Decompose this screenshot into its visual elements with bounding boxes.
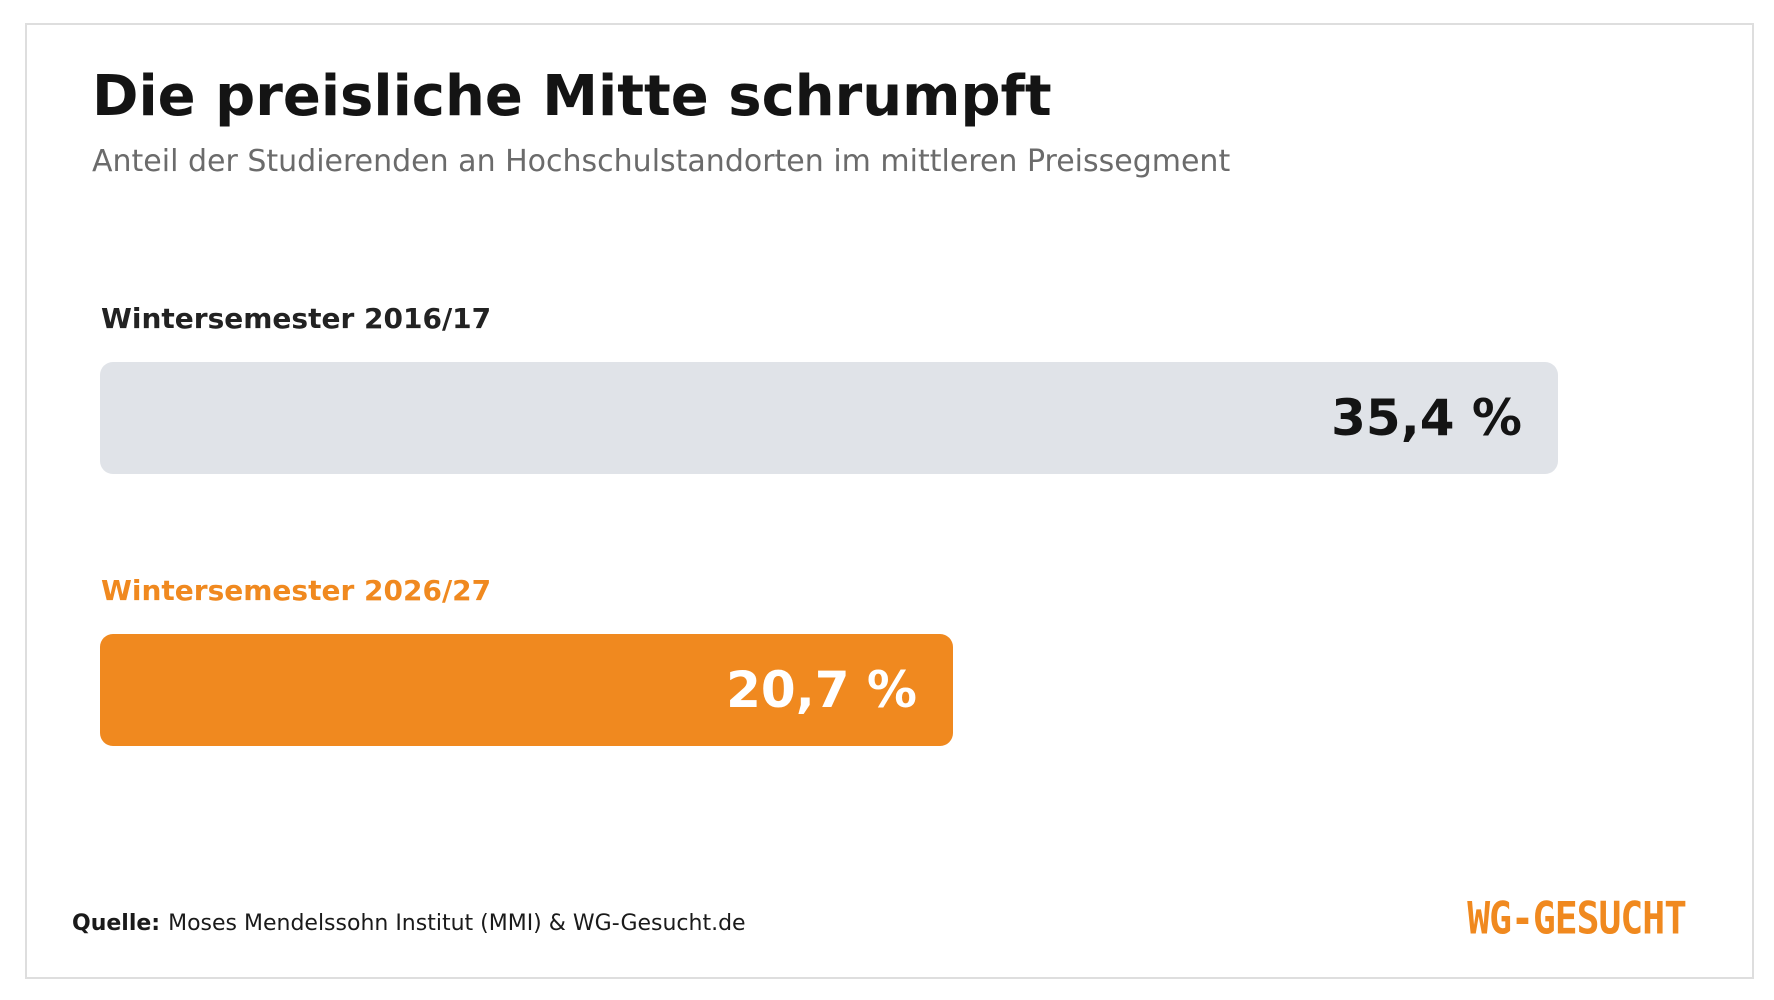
- chart-subtitle: Anteil der Studierenden an Hochschulstan…: [92, 144, 1231, 179]
- bar-value-label: 35,4 %: [1331, 389, 1522, 447]
- bar-value-label: 20,7 %: [726, 661, 917, 719]
- bar-category-label: Wintersemester 2016/17: [101, 302, 492, 335]
- wg-gesucht-logo: WG-GESUCHT: [1467, 892, 1687, 944]
- chart-title: Die preisliche Mitte schrumpft: [92, 64, 1052, 129]
- bar: 35,4 %: [100, 362, 1558, 474]
- bar: 20,7 %: [100, 634, 953, 746]
- source-text: Moses Mendelssohn Institut (MMI) & WG-Ge…: [168, 911, 746, 936]
- source-note: Quelle: Moses Mendelssohn Institut (MMI) …: [72, 910, 746, 938]
- chart-frame: [25, 23, 1754, 979]
- source-label: Quelle:: [72, 911, 161, 936]
- bar-category-label: Wintersemester 2026/27: [101, 574, 492, 607]
